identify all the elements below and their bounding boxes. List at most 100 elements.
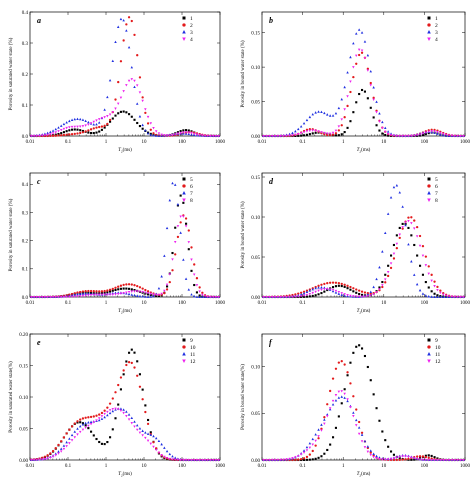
data-point — [163, 289, 166, 293]
data-point — [407, 226, 410, 229]
data-point — [334, 426, 337, 429]
data-point — [328, 281, 332, 284]
data-point — [352, 75, 355, 79]
data-point — [187, 132, 191, 136]
data-point — [146, 122, 150, 125]
data-point — [130, 115, 133, 118]
data-point — [165, 288, 169, 291]
data-point — [32, 295, 36, 299]
data-point — [407, 219, 410, 223]
data-point — [352, 290, 355, 293]
data-point — [125, 410, 128, 413]
data-point — [326, 282, 329, 285]
data-point — [108, 402, 112, 405]
data-point — [427, 265, 430, 268]
data-point — [407, 457, 410, 460]
data-point — [334, 291, 338, 294]
data-point — [187, 241, 191, 244]
data-point — [214, 458, 218, 462]
data-point — [32, 134, 36, 138]
y-tick-label: 0.3 — [22, 42, 29, 47]
data-point — [331, 403, 335, 406]
data-point — [375, 291, 378, 294]
data-point — [130, 65, 134, 69]
data-point — [450, 295, 454, 299]
data-point — [430, 454, 433, 457]
data-point — [386, 212, 390, 215]
data-point — [334, 399, 338, 402]
legend-label: 5 — [435, 177, 438, 183]
data-point — [146, 115, 150, 119]
data-point — [262, 458, 265, 462]
data-point — [122, 373, 125, 376]
data-point — [343, 85, 346, 89]
data-point — [395, 247, 399, 250]
data-point — [133, 425, 136, 428]
data-point — [133, 118, 136, 121]
data-point — [198, 134, 201, 137]
data-point — [331, 281, 335, 284]
data-point — [361, 88, 364, 92]
data-point — [386, 458, 390, 461]
data-point — [152, 293, 155, 296]
data-point — [92, 290, 95, 293]
data-point — [119, 287, 122, 290]
data-point — [87, 131, 90, 134]
data-point — [111, 111, 115, 114]
data-point — [331, 114, 335, 117]
data-point — [111, 293, 115, 296]
data-point — [168, 273, 172, 276]
data-point — [149, 122, 153, 125]
data-point — [276, 458, 280, 462]
data-point — [378, 458, 381, 461]
data-point — [92, 293, 96, 297]
data-point — [59, 450, 63, 453]
data-point — [369, 294, 373, 297]
data-point — [187, 129, 190, 132]
data-point — [147, 418, 150, 422]
data-point — [70, 433, 74, 437]
data-point — [311, 287, 315, 291]
data-point — [51, 295, 55, 299]
data-point — [79, 131, 82, 135]
data-point — [103, 291, 106, 294]
data-point — [308, 115, 312, 119]
data-point — [352, 411, 355, 414]
legend-marker — [427, 16, 431, 20]
data-point — [398, 134, 402, 138]
data-point — [114, 40, 117, 44]
data-point — [317, 284, 320, 287]
data-point — [366, 291, 370, 295]
data-point — [375, 454, 378, 458]
y-tick-label: 0.05 — [251, 256, 260, 261]
data-point — [308, 458, 311, 461]
data-point — [130, 422, 134, 425]
data-point — [160, 292, 163, 296]
data-point — [108, 288, 112, 291]
data-point — [146, 292, 150, 295]
data-point — [57, 130, 60, 133]
data-point — [436, 458, 439, 462]
x-tick-label: 1 — [342, 301, 345, 306]
data-point — [114, 417, 117, 420]
data-point — [195, 277, 199, 280]
data-point — [285, 295, 288, 299]
data-point — [149, 433, 153, 436]
data-point — [262, 295, 265, 299]
data-point — [144, 128, 147, 132]
data-point — [100, 293, 104, 296]
data-point — [35, 458, 39, 462]
data-point — [97, 418, 101, 422]
data-point — [299, 125, 303, 128]
data-point — [363, 40, 367, 43]
panel-letter: e — [37, 338, 41, 347]
x-tick-label: 0.01 — [258, 140, 267, 145]
data-point — [334, 289, 338, 293]
y-tick-label: 0.15 — [251, 176, 260, 181]
legend-marker — [182, 184, 186, 188]
data-point — [184, 217, 188, 220]
data-point — [441, 132, 445, 136]
data-point — [375, 457, 378, 460]
